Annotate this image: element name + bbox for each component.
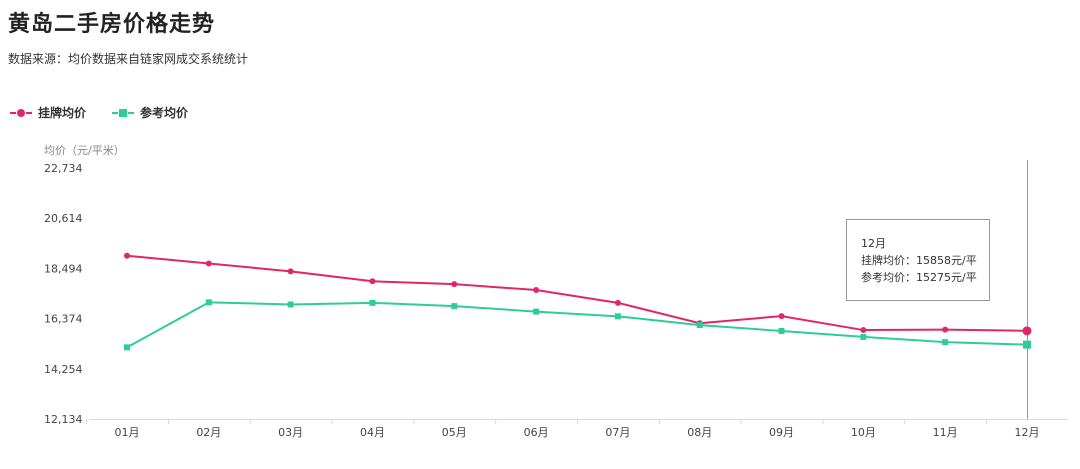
data-point-1 — [942, 339, 949, 346]
x-tick-label: 01月 — [115, 426, 140, 439]
tooltip: 12月 挂牌均价：15858元/平 参考均价：15275元/平 — [846, 219, 990, 301]
data-point-1 — [533, 308, 540, 315]
x-tick-label: 10月 — [851, 426, 876, 439]
data-point-1 — [778, 328, 785, 335]
legend-label-reference: 参考均价 — [140, 106, 189, 120]
legend-item-listing[interactable]: 挂牌均价 — [10, 104, 86, 121]
legend-item-reference[interactable]: 参考均价 — [112, 104, 188, 121]
x-tick-label: 07月 — [605, 426, 630, 439]
data-point-1 — [614, 313, 621, 320]
y-tick-label: 16,374 — [44, 313, 83, 326]
data-point-0 — [124, 252, 130, 259]
y-tick-label: 20,614 — [44, 212, 83, 225]
data-point-0 — [533, 287, 540, 294]
data-point-0 — [205, 260, 212, 267]
data-point-0 — [860, 327, 867, 334]
tooltip-month: 12月 — [861, 237, 886, 250]
data-point-1 — [124, 344, 130, 351]
x-tick-label: 12月 — [1015, 426, 1040, 439]
y-tick-label: 12,134 — [44, 413, 83, 426]
legend-swatch-reference — [112, 108, 135, 118]
legend-label-listing: 挂牌均价 — [38, 106, 87, 120]
data-point-1 — [451, 303, 458, 310]
data-point-0 — [287, 268, 294, 275]
data-point-0 — [1022, 326, 1032, 336]
tooltip-reference-price: 参考均价：15275元/平 — [861, 271, 977, 284]
data-point-0 — [778, 313, 785, 320]
x-tick-label: 02月 — [196, 426, 221, 439]
legend-swatch-listing — [10, 108, 32, 118]
x-tick-label: 11月 — [933, 426, 958, 439]
data-point-0 — [451, 281, 458, 288]
x-tick-label: 09月 — [769, 426, 794, 439]
y-tick-label: 18,494 — [44, 262, 83, 275]
data-point-1 — [860, 333, 867, 340]
y-axis-title: 均价（元/平米） — [44, 144, 125, 157]
series-line-1 — [126, 301, 1028, 349]
data-point-0 — [369, 278, 376, 285]
data-point-0 — [614, 299, 621, 306]
data-point-1 — [287, 301, 294, 308]
data-point-1 — [205, 299, 212, 306]
data-point-1 — [1023, 340, 1031, 349]
y-tick-label: 22,734 — [44, 162, 83, 175]
chart-title: 黄岛二手房价格走势 — [8, 12, 216, 37]
legend: 挂牌均价 参考均价 — [10, 104, 188, 121]
x-tick-label: 04月 — [360, 426, 385, 439]
x-tick-label: 08月 — [687, 426, 712, 439]
data-point-0 — [942, 326, 949, 333]
data-point-1 — [696, 322, 703, 329]
y-tick-label: 14,254 — [44, 363, 83, 376]
data-point-1 — [369, 299, 376, 306]
series-line-0 — [126, 254, 1028, 332]
x-tick-label: 06月 — [524, 426, 549, 439]
x-tick-label: 03月 — [278, 426, 303, 439]
chart-subtitle: 数据来源：均价数据来自链家网成交系统统计 — [8, 52, 249, 66]
x-tick-label: 05月 — [442, 426, 467, 439]
tooltip-listing-price: 挂牌均价：15858元/平 — [861, 254, 977, 267]
